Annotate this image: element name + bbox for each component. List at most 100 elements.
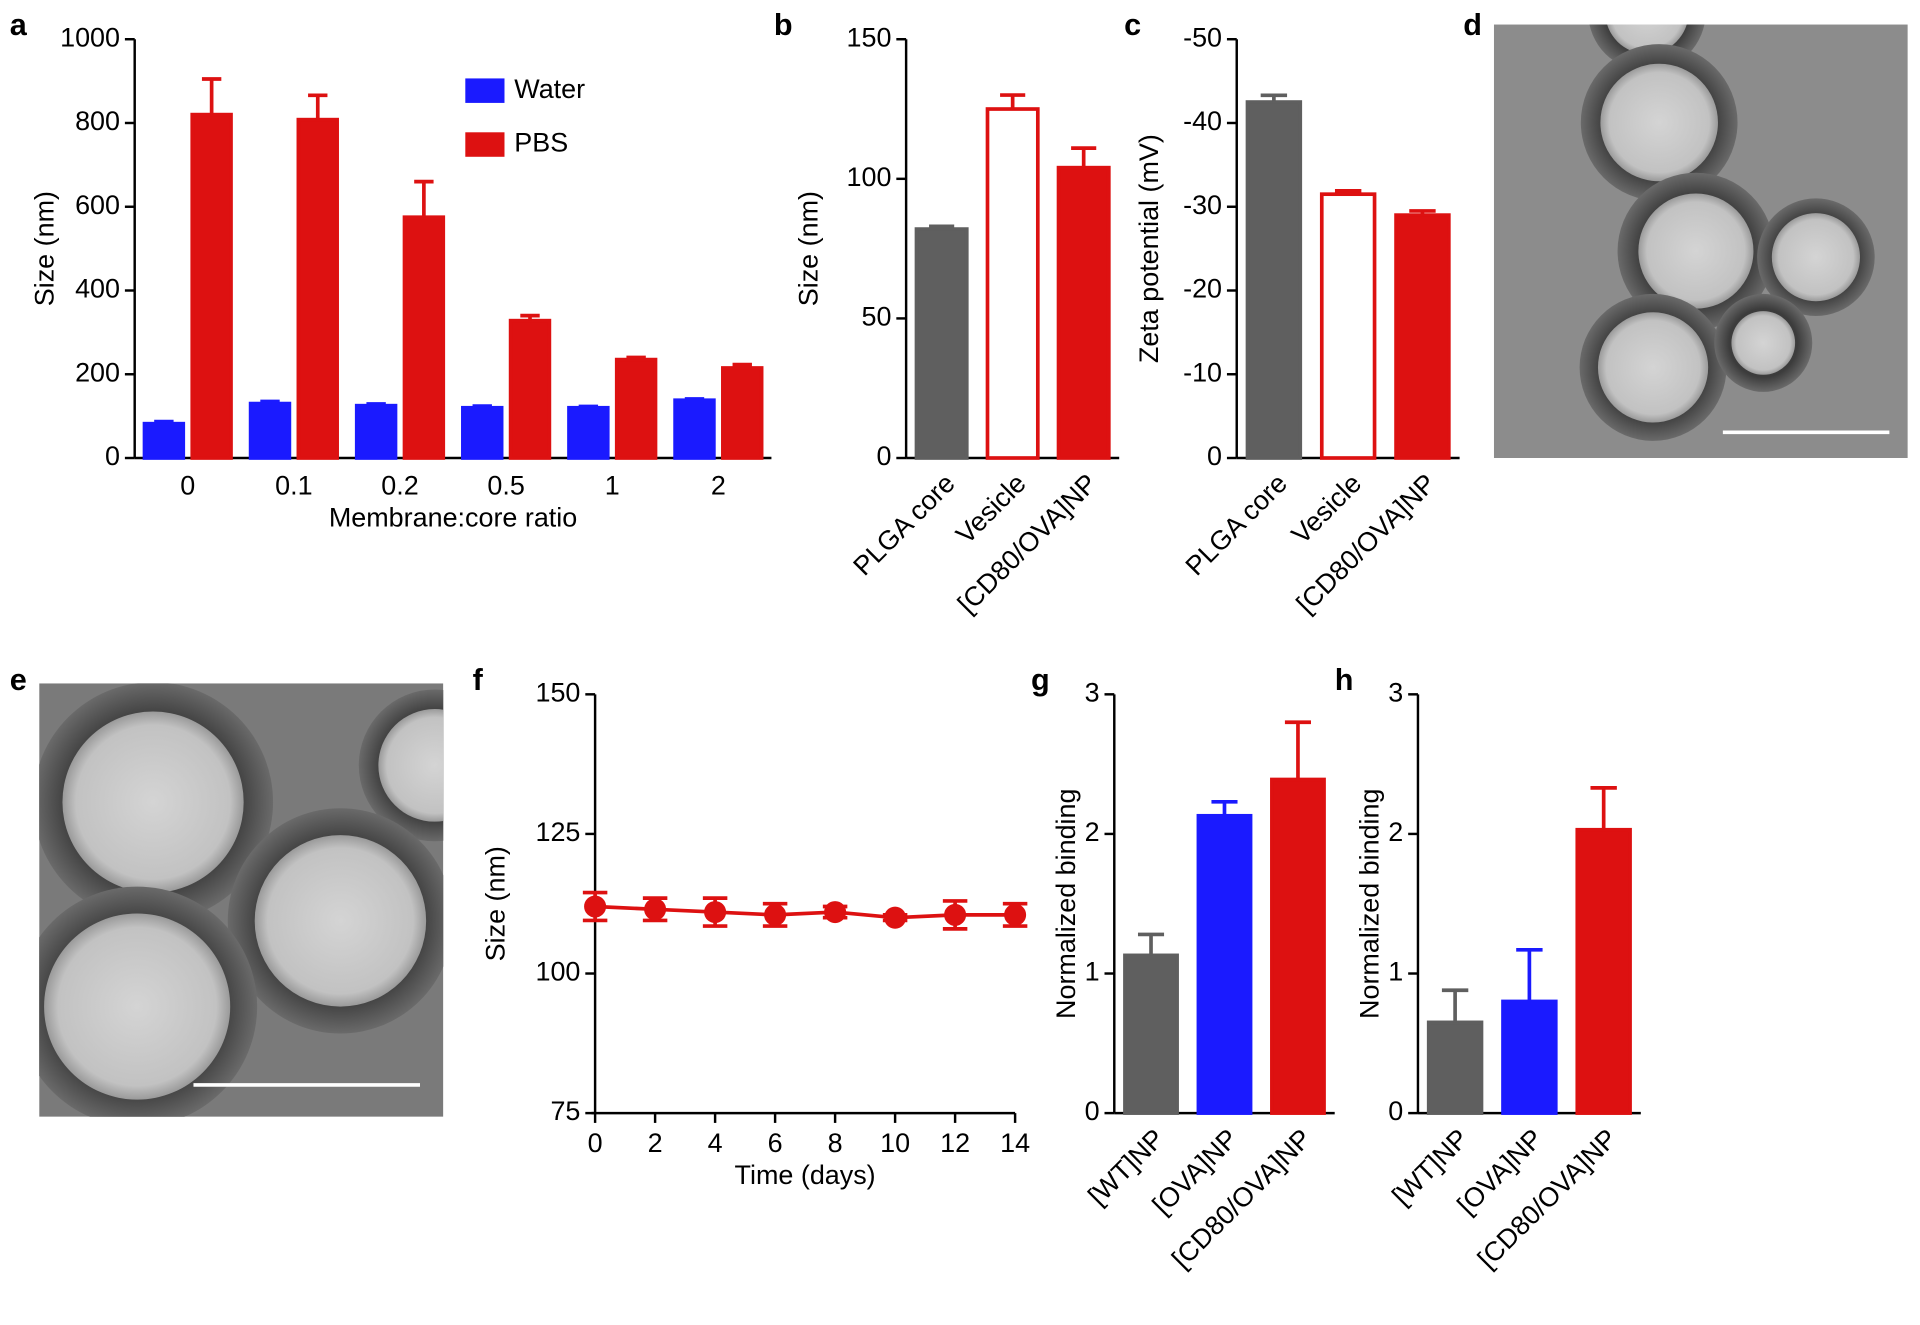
y-tick-label: 100 [535, 957, 580, 987]
y-tick-label: 0 [876, 441, 891, 471]
x-tick-label: [CD80/OVA]NP [1472, 1123, 1623, 1274]
x-tick-label: 0.1 [275, 471, 312, 501]
bar [142, 421, 186, 460]
y-tick-label: -20 [1183, 274, 1222, 304]
marker [1004, 903, 1027, 926]
marker [884, 906, 907, 929]
bar [673, 398, 716, 460]
error-bar [1211, 799, 1238, 816]
error-bar [732, 362, 752, 368]
bar [721, 366, 764, 460]
y-tick-label: 100 [847, 162, 892, 192]
y-axis-label: Zeta potential (mV) [1134, 134, 1164, 363]
x-tick-label: PLGA core [847, 468, 960, 581]
error-bar [1000, 93, 1026, 110]
y-tick-label: 0 [105, 441, 120, 471]
error-bar [366, 402, 386, 406]
x-tick-label: 0.2 [381, 471, 418, 501]
x-tick-label: 1 [605, 471, 620, 501]
y-tick-label: 3 [1085, 677, 1100, 707]
error-bar [1516, 947, 1543, 1002]
y-axis-label: Size (nm) [480, 846, 510, 961]
x-tick-label: 8 [828, 1128, 843, 1158]
bar [567, 405, 610, 460]
y-tick-label: -40 [1183, 106, 1222, 136]
marker [584, 895, 607, 918]
bar [985, 107, 1040, 460]
x-tick-label: 4 [708, 1128, 723, 1158]
panel-letter: c [1124, 8, 1141, 42]
bar [190, 112, 233, 460]
error-bar [308, 93, 328, 120]
bar [1196, 813, 1253, 1115]
bar [1123, 953, 1179, 1115]
bar [1426, 1020, 1484, 1115]
error-bar [154, 419, 174, 424]
y-axis-label: Normalized binding [1355, 788, 1385, 1018]
x-tick-label: 6 [768, 1128, 783, 1158]
y-tick-label: 200 [75, 357, 120, 387]
x-tick-label: PLGA core [1180, 468, 1293, 581]
y-axis-label: Size (nm) [30, 191, 60, 306]
bar [248, 401, 292, 460]
bar [1501, 999, 1558, 1115]
error-bar [260, 399, 280, 404]
error-bar [1071, 146, 1097, 168]
bar [1245, 100, 1303, 460]
x-axis-label: Time (days) [735, 1160, 876, 1190]
bar [614, 357, 658, 460]
bar [1575, 827, 1632, 1115]
error-bar [1441, 988, 1469, 1023]
error-bar [1284, 720, 1312, 780]
error-bar [578, 404, 599, 409]
panel-letter: h [1335, 663, 1354, 697]
x-tick-label: 12 [940, 1128, 970, 1158]
x-tick-label: 0.5 [487, 471, 524, 501]
y-tick-label: 125 [535, 817, 580, 847]
y-tick-label: 400 [75, 274, 120, 304]
x-tick-label: 14 [1000, 1128, 1030, 1158]
x-tick-label: 2 [648, 1128, 663, 1158]
bar [1319, 192, 1377, 460]
x-tick-label: 0 [180, 471, 195, 501]
error-bar [1334, 188, 1362, 195]
y-tick-label: 600 [75, 190, 120, 220]
bar [1394, 213, 1451, 460]
error-bar [201, 77, 222, 115]
legend-label: PBS [514, 128, 568, 158]
marker [764, 903, 787, 926]
legend-swatch [465, 132, 505, 157]
error-bar [520, 313, 540, 321]
marker [704, 901, 727, 924]
panel-letter: g [1031, 663, 1050, 697]
error-bar [1137, 932, 1165, 956]
y-axis-label: Size (nm) [794, 191, 824, 306]
panel-letter: f [473, 663, 484, 697]
error-bar [1409, 209, 1436, 216]
y-tick-label: 0 [1085, 1096, 1100, 1126]
x-tick-label: [CD80/OVA]NP [1291, 468, 1442, 619]
bar [1056, 165, 1111, 460]
panel-letter: e [10, 663, 27, 697]
bar [508, 318, 552, 460]
marker [644, 898, 667, 921]
x-tick-label: 2 [711, 471, 726, 501]
y-tick-label: 800 [75, 106, 120, 136]
y-tick-label: 2 [1388, 817, 1403, 847]
bar [1270, 777, 1326, 1115]
marker [824, 901, 847, 924]
y-tick-label: 75 [550, 1096, 580, 1126]
y-tick-label: 150 [535, 677, 580, 707]
y-tick-label: -30 [1183, 190, 1222, 220]
error-bar [929, 224, 955, 230]
micrograph-e [39, 683, 444, 1117]
bar [461, 405, 504, 460]
y-tick-label: 1 [1085, 957, 1100, 987]
error-bar [414, 179, 434, 218]
y-tick-label: 2 [1085, 817, 1100, 847]
y-axis-label: Normalized binding [1051, 788, 1081, 1018]
x-tick-label: 10 [880, 1128, 910, 1158]
y-tick-label: 0 [1207, 441, 1222, 471]
panel-letter: a [10, 8, 28, 42]
